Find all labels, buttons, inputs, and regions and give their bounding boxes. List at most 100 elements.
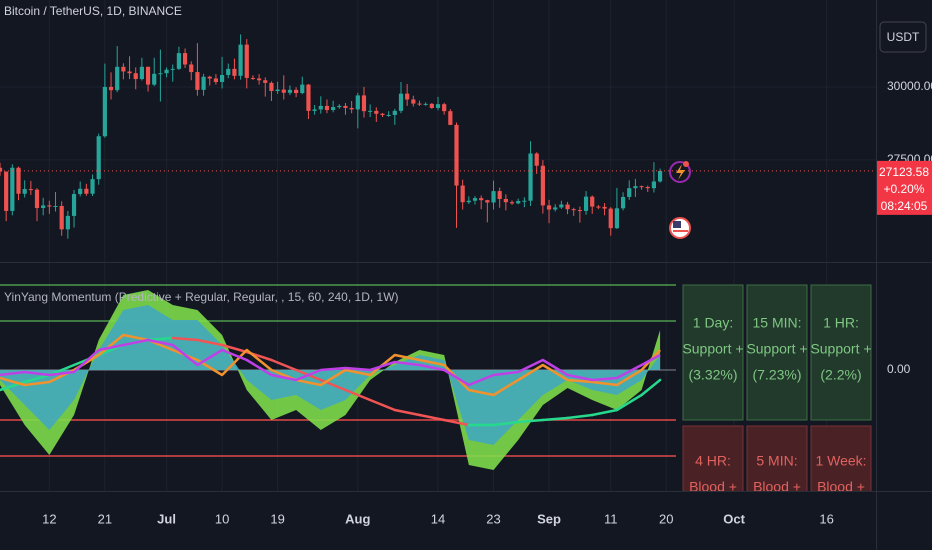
candle-body bbox=[485, 200, 490, 203]
candle-body bbox=[435, 104, 441, 108]
candle-body bbox=[651, 181, 657, 189]
signal-cell bbox=[746, 284, 808, 421]
momentum-line bbox=[0, 333, 662, 397]
x-tick-label: 12 bbox=[42, 511, 56, 526]
grid bbox=[0, 0, 876, 491]
trend-line-segment bbox=[196, 338, 224, 347]
signal-text: 1 HR: bbox=[823, 315, 859, 331]
candle-body bbox=[263, 80, 268, 83]
candle-body bbox=[368, 110, 373, 112]
candle-body bbox=[84, 188, 89, 194]
candle-body bbox=[355, 95, 360, 110]
bar-countdown: 08:24:05 bbox=[881, 199, 928, 213]
candle-body bbox=[108, 86, 114, 91]
candle-body bbox=[0, 167, 3, 172]
candle-body bbox=[398, 93, 404, 111]
candle-body bbox=[627, 188, 632, 197]
signal-text: 4 HR: bbox=[695, 453, 731, 469]
candle-body bbox=[645, 187, 650, 189]
candle-body bbox=[41, 205, 46, 209]
candle-body bbox=[232, 68, 237, 76]
signal-text: 5 MIN: bbox=[756, 453, 797, 469]
x-tick-label: 19 bbox=[270, 511, 284, 526]
candle-body bbox=[189, 64, 194, 73]
candle-body bbox=[318, 105, 323, 110]
x-tick-label: 11 bbox=[604, 511, 618, 526]
candle-body bbox=[590, 196, 595, 207]
candle-body bbox=[257, 78, 262, 81]
trend-line-segment bbox=[541, 416, 569, 422]
price-change: +0.20% bbox=[883, 182, 924, 196]
alert-icon bbox=[669, 161, 691, 183]
trend-line-segment bbox=[418, 413, 446, 422]
signal-text: Blood + bbox=[689, 479, 737, 495]
candle-body bbox=[294, 89, 299, 94]
signal-cell bbox=[810, 425, 872, 491]
candle-body bbox=[201, 76, 206, 90]
currency[interactable]: USDT bbox=[887, 30, 920, 44]
candle-body bbox=[614, 208, 619, 229]
candle-body bbox=[361, 95, 367, 112]
candle-body bbox=[102, 86, 107, 137]
candle-body bbox=[139, 66, 144, 80]
trend-line-segment bbox=[270, 358, 298, 372]
candle-body bbox=[503, 198, 508, 203]
candle-body bbox=[182, 53, 188, 65]
candle-body bbox=[34, 189, 40, 209]
candle-body bbox=[349, 107, 354, 110]
candle-body bbox=[170, 68, 175, 70]
axes: 12 21 Jul 10 19 Aug 14 23 Sep 11 20 Oct 16 30000.00 27… bbox=[42, 79, 932, 526]
candle-body bbox=[423, 103, 428, 105]
candle-body bbox=[374, 110, 379, 114]
candle-body bbox=[337, 105, 342, 108]
candle-body bbox=[553, 207, 558, 210]
signal-text: (7.23%) bbox=[752, 367, 801, 383]
x-tick-label: 14 bbox=[431, 511, 445, 526]
candle-body bbox=[509, 202, 515, 204]
candle-body bbox=[312, 109, 317, 111]
candle-body bbox=[269, 82, 274, 92]
candle-body bbox=[16, 167, 21, 194]
signal-text: Blood + bbox=[817, 479, 865, 495]
candle-body bbox=[516, 201, 521, 204]
signal-text: Support + bbox=[810, 341, 871, 357]
candle-body bbox=[392, 110, 397, 115]
trend-line-segment bbox=[492, 420, 520, 427]
candle-body bbox=[145, 66, 151, 85]
signal-text: (2.2%) bbox=[820, 367, 861, 383]
candle-body bbox=[152, 73, 157, 85]
candle-body bbox=[287, 89, 293, 93]
x-tick-label: Sep bbox=[537, 511, 561, 526]
signal-cell bbox=[682, 425, 744, 491]
x-tick-label: 20 bbox=[659, 511, 673, 526]
candle-body bbox=[65, 215, 70, 230]
candle-body bbox=[472, 198, 478, 201]
candle-body bbox=[466, 200, 471, 203]
candle-body bbox=[4, 171, 9, 211]
candle-body bbox=[386, 114, 391, 116]
momentum-line bbox=[0, 338, 661, 387]
candle-body bbox=[565, 204, 570, 210]
candle-body bbox=[176, 53, 181, 69]
candle-body bbox=[577, 210, 582, 212]
signal-text: (3.32%) bbox=[688, 367, 737, 383]
candle-body bbox=[479, 198, 484, 201]
x-tick-label: 10 bbox=[215, 511, 229, 526]
price-pane bbox=[0, 34, 876, 239]
candle-body bbox=[127, 71, 132, 74]
candle-body bbox=[158, 73, 163, 75]
currency-box[interactable] bbox=[879, 21, 927, 53]
candle-body bbox=[546, 205, 552, 210]
candle-body bbox=[115, 66, 120, 91]
trend-line-segment bbox=[590, 408, 619, 417]
momentum-area bbox=[0, 305, 661, 445]
signal-cell bbox=[746, 425, 808, 491]
candle-body bbox=[405, 93, 410, 100]
candle-body bbox=[164, 69, 169, 74]
indicator-title: YinYang Momentum (Predictive + Regular, … bbox=[4, 290, 399, 304]
candle-body bbox=[250, 77, 256, 79]
signal-cell bbox=[810, 284, 872, 421]
trend-line-segment bbox=[23, 373, 51, 384]
